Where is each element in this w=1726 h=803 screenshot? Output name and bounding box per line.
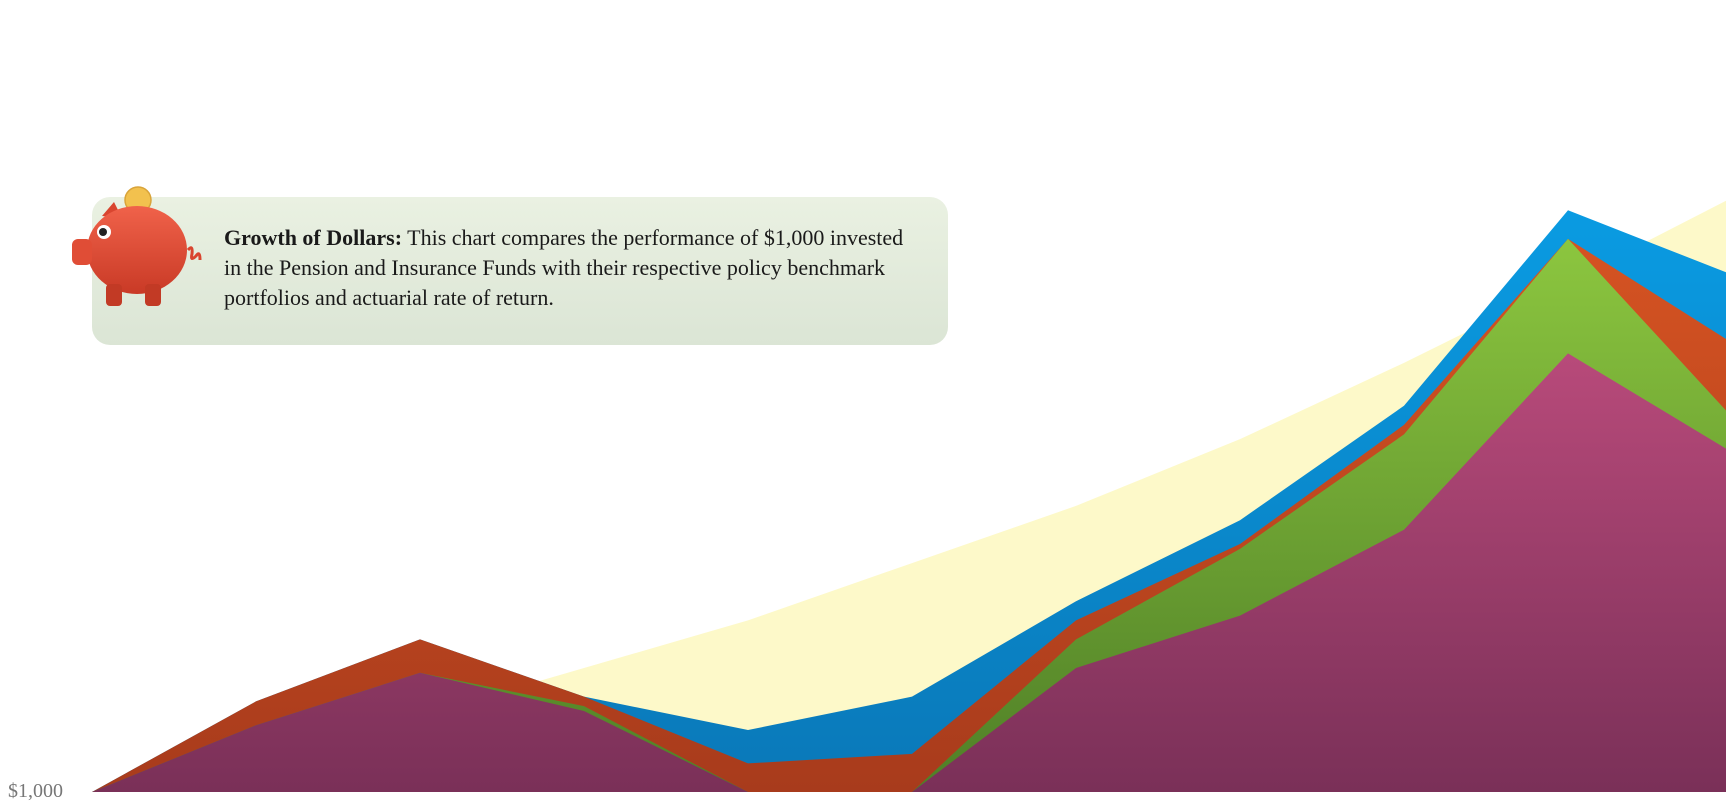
chart-title: Growth of Dollars: <box>224 225 403 250</box>
chart-description: Growth of Dollars: This chart compares t… <box>224 223 914 313</box>
chart-description-text: This chart compares the performance of $… <box>224 225 904 310</box>
piggy-bank-icon <box>72 186 202 306</box>
area-series-4 <box>92 353 1726 792</box>
y-axis-base-label: $1,000 <box>8 780 63 802</box>
chart-description-box: Growth of Dollars: This chart compares t… <box>92 197 948 345</box>
